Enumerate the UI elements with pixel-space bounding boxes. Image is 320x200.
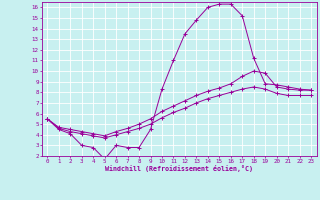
X-axis label: Windchill (Refroidissement éolien,°C): Windchill (Refroidissement éolien,°C)	[105, 165, 253, 172]
